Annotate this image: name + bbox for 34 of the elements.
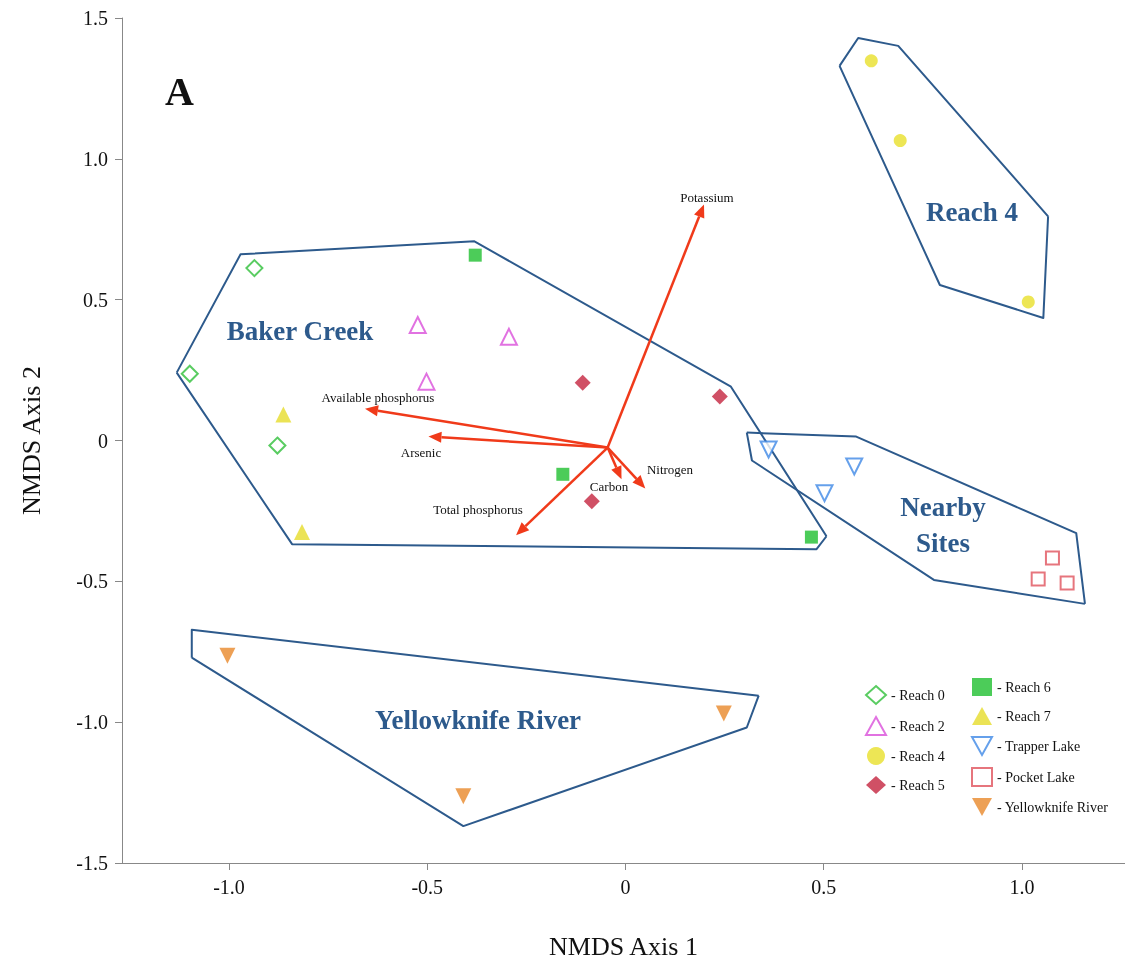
text: A <box>165 68 194 114</box>
legend-label: - Reach 0 <box>891 687 945 703</box>
x-tick-label: 0 <box>620 876 631 898</box>
legend-label: - Reach 5 <box>891 777 945 793</box>
y-tick-label: 1.0 <box>83 147 108 170</box>
legend-label: - Reach 7 <box>997 708 1051 724</box>
x-tick-label: -0.5 <box>411 876 444 898</box>
legend-label: - Pocket Lake <box>997 769 1075 785</box>
y-tick-label: 0 <box>98 429 108 452</box>
annotation: Baker Creek <box>226 316 374 346</box>
x-tick-label: 1.0 <box>1009 876 1035 898</box>
y-tick-label: -1.5 <box>76 852 108 874</box>
legend-label: - Yellowknife River <box>997 799 1109 815</box>
legend-label: - Reach 4 <box>891 748 945 764</box>
x-tick-label: 0.5 <box>811 876 837 898</box>
y-tick-label: 0.5 <box>83 288 108 311</box>
annotation: Potassium <box>680 189 734 205</box>
y-tick-label: 1.5 <box>83 7 108 29</box>
y-tick-label: -0.5 <box>76 570 108 593</box>
annotation: Nearby Sites <box>900 492 987 558</box>
y-tick-label: -1.0 <box>76 711 108 734</box>
y-axis-title: NMDS Axis 2 <box>16 366 46 515</box>
annotation: Reach 4 <box>925 197 1019 227</box>
annotation: Available phosphorus <box>321 389 435 405</box>
annotation: Total phosphorus <box>433 501 523 517</box>
x-axis-title: NMDS Axis 1 <box>549 931 698 961</box>
legend-label: - Reach 6 <box>997 679 1051 695</box>
annotation: Nitrogen <box>646 461 694 477</box>
annotation: Carbon <box>589 478 629 494</box>
annotation: Arsenic <box>400 444 442 460</box>
legend-label: - Reach 2 <box>891 718 945 734</box>
x-tick-label: -1.0 <box>213 876 245 898</box>
legend-label: - Trapper Lake <box>997 738 1081 754</box>
annotation: Yellowknife River <box>374 705 582 735</box>
